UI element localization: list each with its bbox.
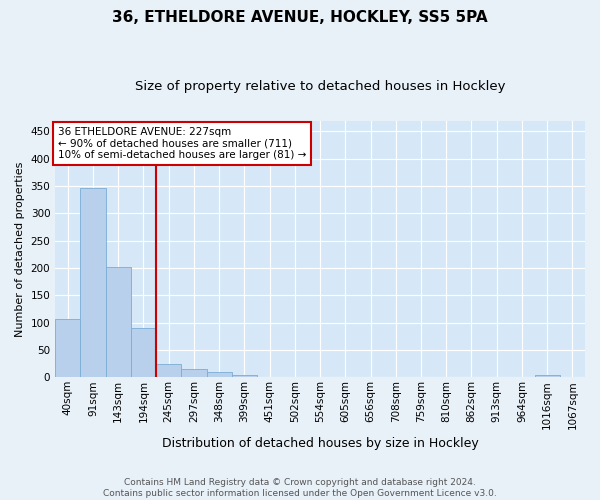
Bar [80, 188, 106, 378]
Bar [106, 267, 131, 378]
Title: Size of property relative to detached houses in Hockley: Size of property relative to detached ho… [135, 80, 505, 93]
Bar [535, 375, 560, 378]
Bar [206, 372, 232, 378]
Text: 36 ETHELDORE AVENUE: 227sqm
← 90% of detached houses are smaller (711)
10% of se: 36 ETHELDORE AVENUE: 227sqm ← 90% of det… [58, 127, 306, 160]
Bar [156, 364, 181, 378]
Text: Contains HM Land Registry data © Crown copyright and database right 2024.
Contai: Contains HM Land Registry data © Crown c… [103, 478, 497, 498]
Bar [181, 368, 206, 378]
Bar [232, 375, 257, 378]
Text: 36, ETHELDORE AVENUE, HOCKLEY, SS5 5PA: 36, ETHELDORE AVENUE, HOCKLEY, SS5 5PA [112, 10, 488, 25]
X-axis label: Distribution of detached houses by size in Hockley: Distribution of detached houses by size … [162, 437, 478, 450]
Bar [55, 319, 80, 378]
Bar [131, 328, 156, 378]
Y-axis label: Number of detached properties: Number of detached properties [15, 161, 25, 336]
